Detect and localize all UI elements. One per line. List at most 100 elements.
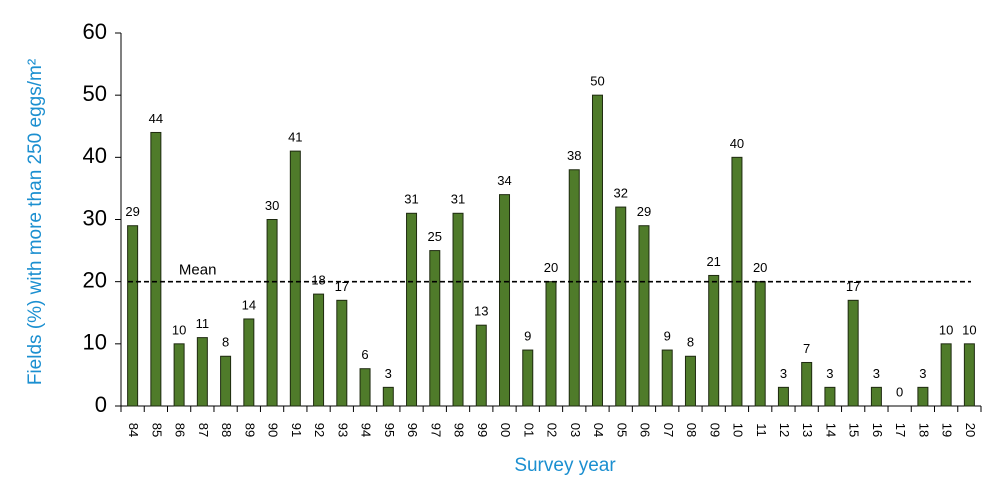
x-tick-label: 10 (731, 423, 746, 437)
bar (127, 225, 139, 407)
x-tick-label: 94 (359, 423, 374, 437)
value-label: 3 (919, 366, 926, 381)
x-tick-label: 92 (312, 423, 327, 437)
x-tick-label: 89 (242, 423, 257, 437)
value-label: 9 (524, 328, 531, 343)
bar (661, 349, 673, 407)
bar (313, 293, 325, 407)
bar (336, 299, 348, 407)
x-tick-label: 05 (614, 423, 629, 437)
value-label: 9 (664, 328, 671, 343)
value-label: 7 (803, 341, 810, 356)
x-tick-label: 02 (545, 423, 560, 437)
x-tick-label: 99 (475, 423, 490, 437)
value-label: 41 (288, 130, 302, 145)
bar (266, 219, 278, 407)
value-label: 3 (780, 366, 787, 381)
x-tick-label: 14 (823, 423, 838, 437)
y-tick-label: 30 (83, 205, 107, 230)
bar (684, 355, 696, 407)
y-axis-title: Fields (%) with more than 250 eggs/m² (25, 59, 46, 385)
value-label: 18 (311, 273, 325, 288)
x-tick-label: 20 (963, 423, 978, 437)
x-tick-label: 95 (382, 423, 397, 437)
value-label: 3 (873, 366, 880, 381)
x-tick-label: 08 (684, 423, 699, 437)
x-tick-label: 06 (638, 423, 653, 437)
bar (196, 337, 208, 407)
bar (940, 343, 952, 407)
y-tick-label: 40 (83, 143, 107, 168)
x-tick-label: 07 (661, 423, 676, 437)
bar (824, 386, 836, 407)
x-tick-label: 85 (149, 423, 164, 437)
bar (522, 349, 534, 407)
x-tick-label: 16 (870, 423, 885, 437)
bar (847, 299, 859, 407)
value-label: 8 (222, 335, 229, 350)
value-label: 44 (149, 111, 163, 126)
value-label: 29 (125, 204, 139, 219)
bar (801, 361, 813, 407)
value-label: 20 (753, 260, 767, 275)
x-tick-label: 13 (800, 423, 815, 437)
value-label: 6 (361, 347, 368, 362)
y-tick-label: 50 (83, 81, 107, 106)
bar (754, 281, 766, 407)
x-tick-label: 12 (777, 423, 792, 437)
bar (870, 386, 882, 407)
x-tick-label: 09 (707, 423, 722, 437)
x-tick-label: 87 (196, 423, 211, 437)
x-tick-label: 19 (940, 423, 955, 437)
x-tick-label: 90 (266, 423, 281, 437)
bar (475, 324, 487, 407)
bar (708, 274, 720, 407)
value-label: 17 (846, 279, 860, 294)
value-label: 14 (242, 297, 256, 312)
y-tick-label: 60 (83, 19, 107, 44)
x-tick-label: 88 (219, 423, 234, 437)
x-tick-label: 91 (289, 423, 304, 437)
value-label: 10 (172, 322, 186, 337)
x-tick-label: 93 (335, 423, 350, 437)
x-tick-label: 15 (847, 423, 862, 437)
value-label: 34 (497, 173, 511, 188)
bar (359, 368, 371, 407)
bar (545, 281, 557, 407)
x-tick-label: 11 (754, 423, 769, 437)
value-label: 30 (265, 198, 279, 213)
value-label: 38 (567, 148, 581, 163)
bar (150, 131, 162, 407)
x-tick-label: 97 (428, 423, 443, 437)
value-label: 25 (428, 229, 442, 244)
y-tick-label: 10 (83, 330, 107, 355)
y-tick-label: 20 (83, 267, 107, 292)
value-label: 32 (613, 186, 627, 201)
x-tick-label: 03 (568, 423, 583, 437)
bar (429, 250, 441, 407)
x-axis-title: Survey year (514, 455, 616, 476)
bar (173, 343, 185, 407)
x-tick-label: 86 (173, 423, 188, 437)
value-label: 21 (706, 254, 720, 269)
value-label: 0 (896, 384, 903, 399)
bar (963, 343, 975, 407)
bar (452, 212, 464, 407)
bar (777, 386, 789, 407)
x-tick-label: 00 (498, 423, 513, 437)
value-label: 31 (451, 192, 465, 207)
x-tick-label: 01 (521, 423, 536, 437)
x-tick-label: 18 (916, 423, 931, 437)
bar (382, 386, 394, 407)
value-label: 29 (637, 204, 651, 219)
bar (568, 169, 580, 407)
value-label: 3 (385, 366, 392, 381)
bar (406, 212, 418, 407)
value-label: 50 (590, 74, 604, 89)
x-tick-label: 96 (405, 423, 420, 437)
value-label: 17 (335, 279, 349, 294)
bar (499, 194, 511, 407)
value-label: 13 (474, 304, 488, 319)
bar (615, 206, 627, 407)
value-label: 10 (962, 322, 976, 337)
